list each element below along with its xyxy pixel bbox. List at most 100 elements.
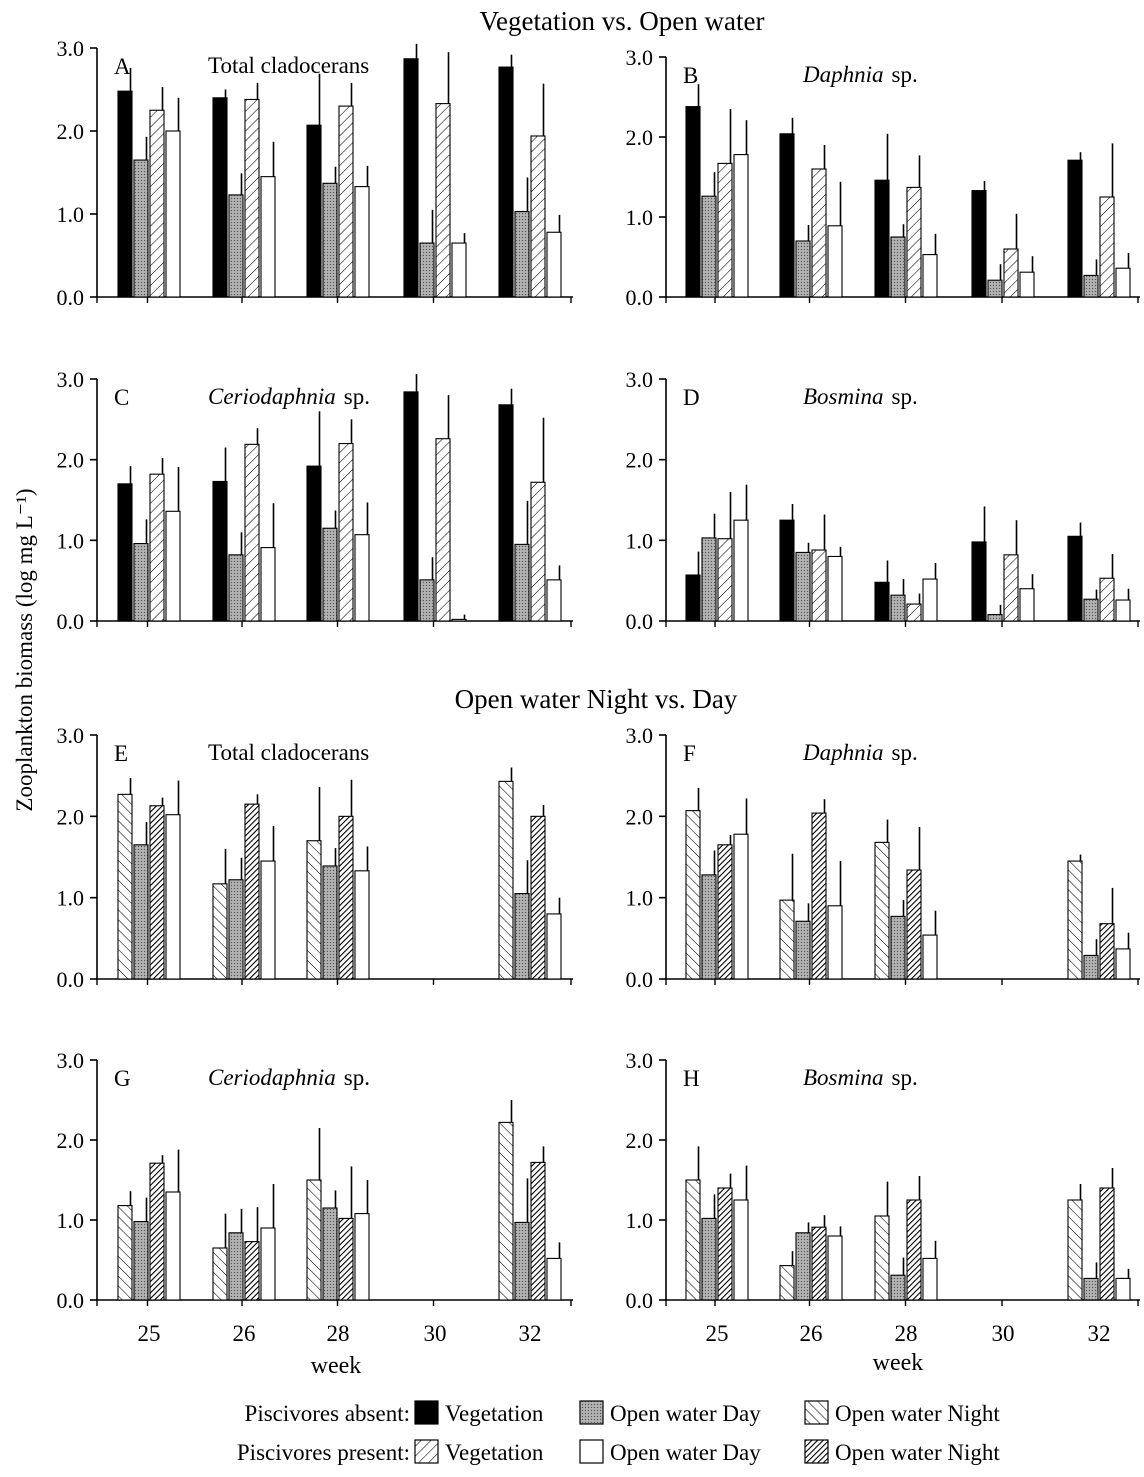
panel-letter: H [683, 1066, 700, 1091]
panel-letter: D [683, 385, 700, 410]
panel-title-suffix: sp. [344, 1065, 370, 1090]
legend-item-label: Vegetation [445, 1440, 544, 1465]
bar-abs_night [779, 899, 795, 980]
bar-pre_day [546, 579, 562, 622]
bar-abs_veg [306, 124, 322, 298]
x-tick-label: 28 [327, 1321, 350, 1346]
y-tick-label: 2.0 [626, 125, 654, 150]
bar-pre_night [244, 803, 260, 980]
bar-pre_veg [1003, 554, 1019, 622]
bar-pre_day [354, 534, 370, 622]
bar-abs_day [322, 182, 338, 298]
y-tick-label: 3.0 [57, 1048, 85, 1073]
panel-letter: C [114, 385, 129, 410]
bar-pre_day [922, 1257, 938, 1301]
y-tick-label: 3.0 [57, 36, 85, 61]
panel-title-main: Daphnia [802, 740, 884, 765]
x-tick-label: 30 [992, 1321, 1015, 1346]
legend-row-label: Piscivores absent: [245, 1401, 410, 1426]
panel-G: 0.0 1.0 2.0 3.0 G Ceriodaphnia sp. 25 26 28 30 32 [57, 1048, 573, 1346]
y-tick-label: 1.0 [626, 1208, 654, 1233]
panel-title-main: Ceriodaphnia [208, 1065, 336, 1090]
bar-abs_veg [117, 90, 133, 298]
bar-abs_veg [403, 58, 419, 298]
bar-abs_night [685, 810, 701, 980]
legend-swatch-abs_veg [414, 1400, 439, 1425]
bar-abs_day [701, 537, 717, 622]
bar-abs_night [117, 1205, 133, 1301]
legend-item-label: Vegetation [445, 1401, 544, 1426]
bar-pre_day [451, 618, 467, 622]
panel-title-main: Daphnia [802, 62, 884, 87]
y-tick-label: 0.0 [626, 285, 654, 310]
bar-pre_night [338, 1217, 354, 1301]
bar-abs_day [514, 1221, 530, 1301]
legend-swatch-abs_day [579, 1400, 604, 1425]
bar-abs_night [874, 1215, 890, 1301]
bar-abs_veg [306, 465, 322, 622]
panel-title: Daphnia sp. [802, 62, 918, 87]
x-axis-label-left: week [311, 1353, 362, 1379]
panel-title: Bosmina sp. [803, 384, 918, 409]
bar-abs_veg [779, 519, 795, 622]
x-tick-label: 30 [424, 1321, 447, 1346]
x-tick-label: 26 [800, 1321, 823, 1346]
bar-abs_day [322, 1207, 338, 1301]
panel-title-main: Total cladocerans [208, 53, 369, 78]
panel-title-suffix: sp. [344, 384, 370, 409]
bar-pre_veg [149, 109, 165, 298]
y-tick-label: 3.0 [626, 45, 654, 70]
panel-C: 0.0 1.0 2.0 3.0 C Ceriodaphnia sp. [57, 367, 573, 634]
bar-abs_veg [779, 133, 795, 298]
bar-abs_day [701, 874, 717, 980]
legend-item-label: Open water Night [835, 1401, 1000, 1426]
y-tick-label: 1.0 [57, 886, 85, 911]
panel-title-suffix: sp. [892, 1065, 918, 1090]
bar-pre_veg [149, 473, 165, 622]
bar-abs_night [117, 793, 133, 980]
y-tick-label: 3.0 [57, 723, 85, 748]
bar-pre_day [922, 578, 938, 622]
bar-pre_day [260, 860, 276, 980]
y-tick-label: 2.0 [626, 448, 654, 473]
bar-pre_night [149, 1162, 165, 1301]
bar-abs_day [795, 1232, 811, 1301]
bar-pre_day [827, 905, 843, 980]
bar-pre_night [811, 812, 827, 980]
bar-abs_day [701, 195, 717, 298]
y-tick-label: 3.0 [626, 723, 654, 748]
bar-abs_veg [212, 480, 228, 622]
bar-abs_night [874, 841, 890, 980]
panel-A: 0.0 1.0 2.0 3.0 A Total cladocerans [57, 36, 573, 310]
bar-pre_day [165, 1191, 181, 1301]
bar-abs_day [133, 159, 149, 298]
bar-pre_veg [435, 438, 451, 622]
y-tick-label: 2.0 [626, 804, 654, 829]
y-tick-label: 1.0 [626, 205, 654, 230]
panel-title-suffix: sp. [892, 740, 918, 765]
panel-title-main: Ceriodaphnia [208, 384, 336, 409]
panel-title: Daphnia sp. [802, 740, 918, 765]
bar-pre_day [546, 1257, 562, 1301]
bar-abs_day [133, 844, 149, 980]
bar-pre_veg [811, 168, 827, 298]
bar-abs_veg [685, 106, 701, 298]
bar-abs_night [779, 1265, 795, 1301]
bar-abs_night [212, 1247, 228, 1301]
bar-abs_day [228, 879, 244, 980]
bar-abs_veg [1067, 159, 1083, 298]
bar-abs_night [212, 883, 228, 980]
bar-pre_day [827, 555, 843, 622]
y-tick-label: 2.0 [57, 1128, 85, 1153]
bar-abs_day [228, 554, 244, 622]
bar-pre_day [165, 814, 181, 980]
bar-pre_day [733, 833, 749, 980]
bar-abs_night [306, 840, 322, 980]
panel-E: 0.0 1.0 2.0 3.0 E Total cladocerans [57, 723, 573, 992]
bar-abs_veg [685, 574, 701, 622]
bar-abs_day [1083, 274, 1099, 298]
y-tick-label: 1.0 [626, 886, 654, 911]
panel-title: Total cladocerans [208, 53, 369, 78]
heading-middle: Open water Night vs. Day [455, 684, 738, 714]
